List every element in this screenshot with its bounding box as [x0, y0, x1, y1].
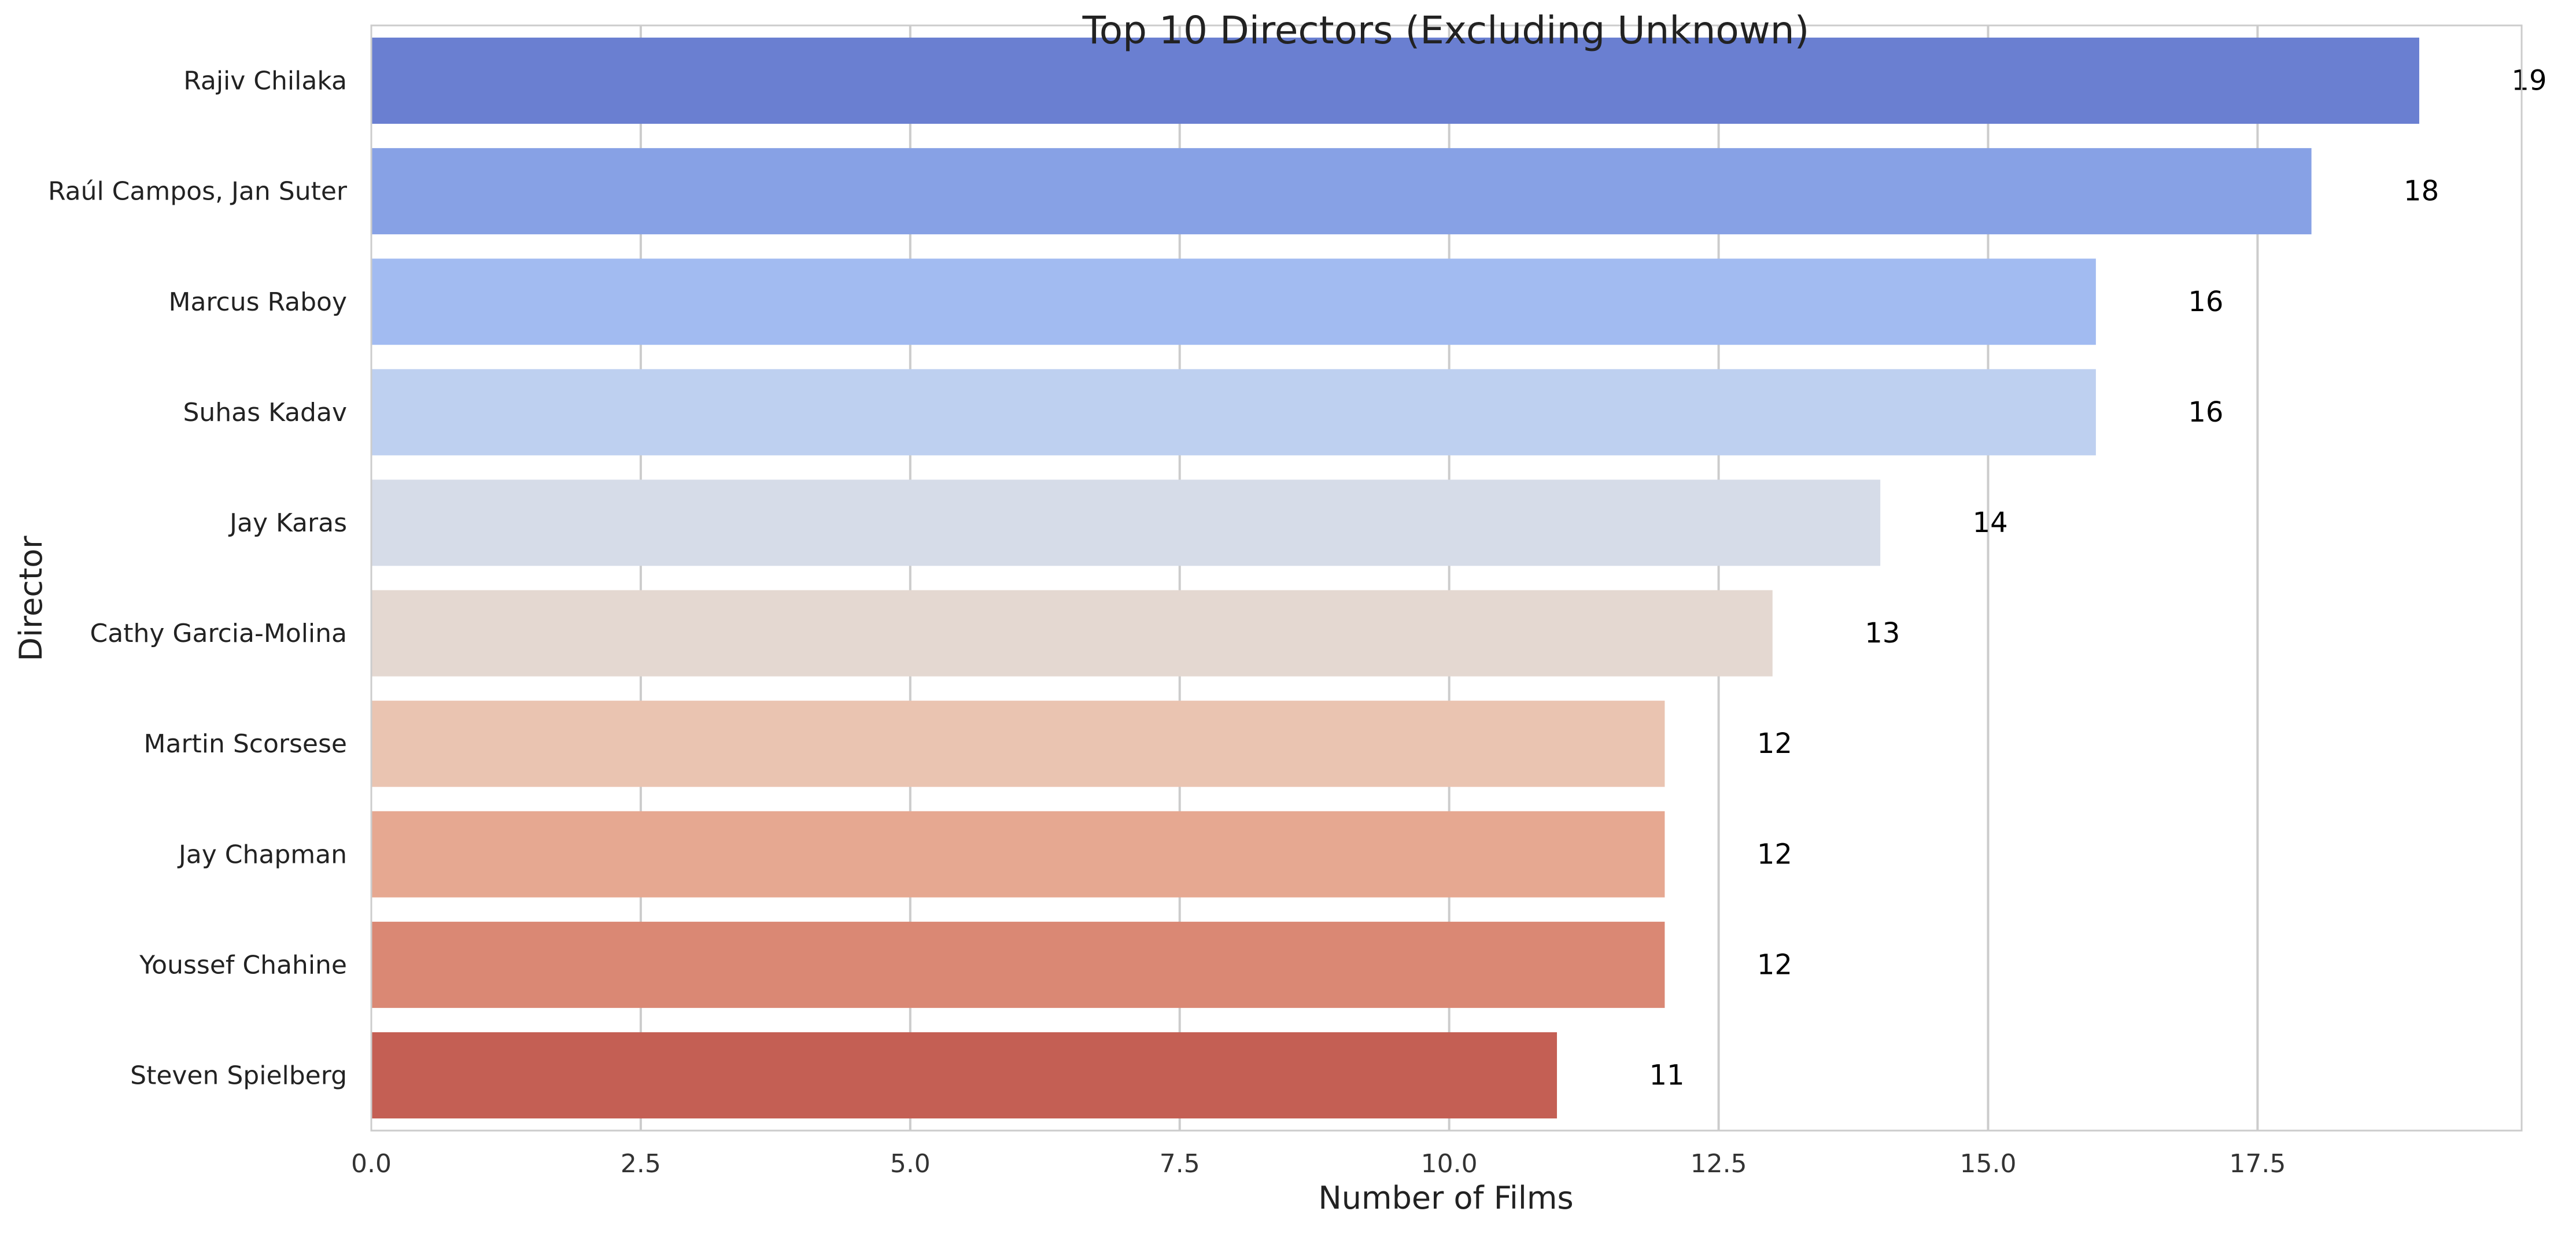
bar	[371, 700, 1665, 787]
x-tick-label: 5.0	[890, 1149, 931, 1179]
bar-value-label: 12	[1757, 838, 1792, 870]
x-tick-label: 12.5	[1691, 1149, 1747, 1179]
bar	[371, 1032, 1558, 1118]
bar	[371, 148, 2312, 235]
y-tick-labels: Rajiv Chilaka Raúl Campos, Jan Suter Marcu…	[48, 67, 348, 1091]
chart-title: Top 10 Directors (Excluding Unknown)	[1082, 8, 1810, 53]
bar-value-label: 19	[2511, 65, 2547, 97]
x-tick-label: 17.5	[2229, 1149, 2286, 1179]
data-labels: 19 18 16 16 14 13 12 12 12 11	[1649, 65, 2547, 1092]
y-axis-label: Director	[13, 536, 49, 662]
bars	[371, 38, 2419, 1118]
y-tick-label: Suhas Kadav	[183, 398, 347, 427]
plot-frame	[370, 24, 2523, 1132]
bar-value-label: 16	[2188, 396, 2223, 429]
x-tick-label: 0.0	[351, 1149, 392, 1179]
y-tick-label: Marcus Raboy	[169, 287, 348, 317]
bar-value-label: 14	[1973, 507, 2008, 539]
bar	[371, 921, 1665, 1008]
bar	[371, 369, 2096, 456]
bar	[371, 811, 1665, 898]
bar	[371, 38, 2419, 124]
bar-value-label: 16	[2188, 286, 2223, 318]
y-tick-label: Youssef Chahine	[139, 950, 347, 980]
bar-value-label: 18	[2404, 175, 2439, 208]
x-axis-label: Number of Films	[1318, 1180, 1573, 1216]
y-tick-label: Rajiv Chilaka	[183, 67, 347, 96]
y-tick-label: Jay Chapman	[177, 840, 347, 869]
bar-value-label: 12	[1757, 948, 1792, 981]
y-tick-label: Cathy Garcia-Molina	[90, 619, 347, 648]
x-tick-labels: 0.0 2.5 5.0 7.5 10.0 12.5 15.0 17.5	[351, 1149, 2286, 1179]
bar	[371, 259, 2096, 345]
x-tick-label: 7.5	[1160, 1149, 1200, 1179]
bar-value-label: 12	[1757, 728, 1792, 760]
bar-value-label: 11	[1649, 1059, 1684, 1091]
x-tick-label: 2.5	[621, 1149, 661, 1179]
bar	[371, 479, 1881, 566]
bar	[371, 590, 1773, 677]
x-tick-label: 15.0	[1960, 1149, 2017, 1179]
y-tick-label: Martin Scorsese	[144, 729, 347, 759]
y-tick-label: Raúl Campos, Jan Suter	[48, 177, 348, 206]
bar-value-label: 13	[1865, 617, 1900, 649]
y-tick-label: Jay Karas	[228, 508, 347, 538]
y-tick-label: Steven Spielberg	[130, 1061, 347, 1090]
x-tick-label: 10.0	[1421, 1149, 1478, 1179]
